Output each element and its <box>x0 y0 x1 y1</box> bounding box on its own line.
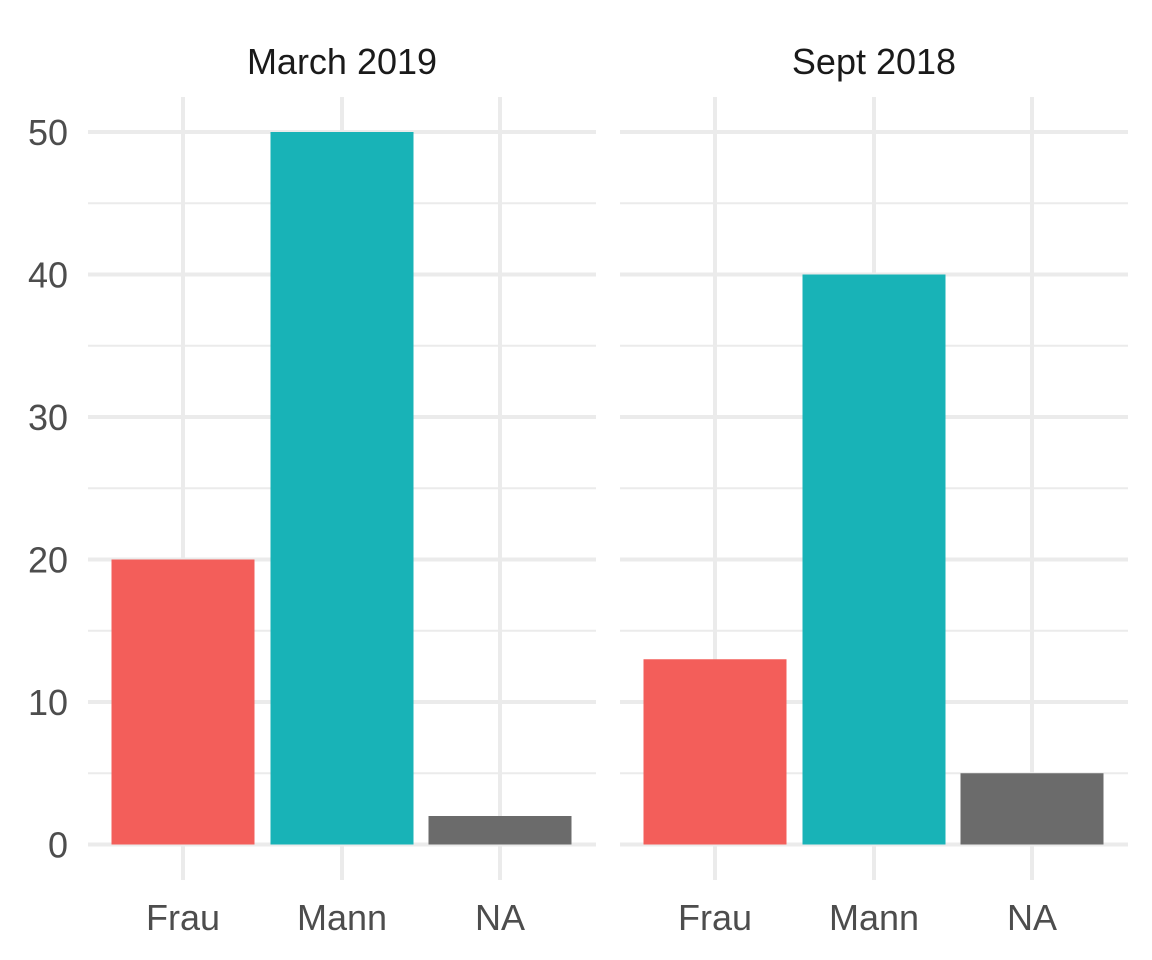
y-tick-label-0: 0 <box>48 825 68 866</box>
panel-title-1: March 2019 <box>247 41 437 82</box>
y-tick-label-30: 30 <box>28 397 68 438</box>
bar-na <box>428 816 572 845</box>
panel-2-bars <box>643 274 1104 845</box>
bar-mann <box>270 132 414 845</box>
panel-1-x-ticks: Frau Mann NA <box>146 897 525 938</box>
x-tick-label-frau: Frau <box>146 897 220 938</box>
panel-2-x-ticks: Frau Mann NA <box>678 897 1057 938</box>
panel-1-bars <box>111 132 572 845</box>
y-axis: 0 10 20 30 40 50 <box>28 112 68 866</box>
bar-frau <box>111 559 255 845</box>
y-tick-label-40: 40 <box>28 255 68 296</box>
bar-na <box>960 773 1104 845</box>
panel-march-2019: March 2019 Frau Mann NA <box>88 41 596 938</box>
bar-frau <box>643 659 787 845</box>
x-tick-label-frau: Frau <box>678 897 752 938</box>
x-tick-label-mann: Mann <box>829 897 919 938</box>
panel-sept-2018: Sept 2018 Frau Mann NA <box>620 41 1128 938</box>
y-tick-label-10: 10 <box>28 682 68 723</box>
x-tick-label-na: NA <box>1007 897 1057 938</box>
x-tick-label-na: NA <box>475 897 525 938</box>
y-tick-label-20: 20 <box>28 540 68 581</box>
bar-mann <box>802 274 946 845</box>
panel-title-2: Sept 2018 <box>792 41 956 82</box>
x-tick-label-mann: Mann <box>297 897 387 938</box>
y-tick-label-50: 50 <box>28 112 68 153</box>
